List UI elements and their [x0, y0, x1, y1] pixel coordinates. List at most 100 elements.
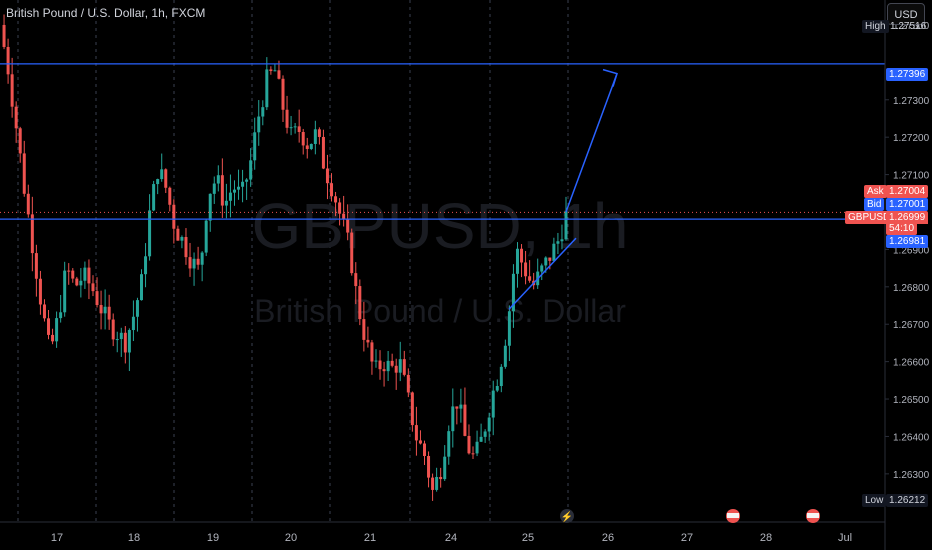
candle-body: [427, 455, 431, 478]
candle-body: [2, 24, 6, 47]
candle-body: [507, 311, 511, 346]
watermark-name: British Pound / U.S. Dollar: [254, 293, 626, 329]
candle-body: [51, 334, 55, 342]
candle-body: [184, 237, 188, 258]
candle-body: [463, 404, 467, 436]
time-tick-label: 24: [445, 532, 457, 544]
candle-body: [544, 257, 548, 266]
candle-body: [83, 267, 87, 281]
candle-body: [192, 258, 196, 269]
price-axis: 1.27500 1.27300 1.27200 1.27100 1.26900 1.268…: [885, 21, 930, 481]
drawings: [0, 63, 885, 310]
candle-body: [398, 359, 402, 373]
price-tick-label: 1.26600: [893, 358, 930, 369]
candle-body: [342, 213, 346, 220]
currency-button[interactable]: USD: [887, 3, 925, 25]
candle-body: [99, 305, 103, 314]
candle-body: [257, 116, 261, 133]
candle-body: [123, 332, 127, 353]
trendline: [508, 237, 577, 310]
candle-body: [75, 278, 79, 286]
line2-value: 1.26981: [886, 235, 929, 248]
time-tick-label: 26: [602, 532, 614, 544]
candle-body: [370, 342, 374, 362]
time-tick-label: 27: [681, 532, 693, 544]
time-tick-label: 19: [207, 532, 219, 544]
candle-body: [293, 126, 297, 128]
candle-body: [289, 127, 293, 129]
candle-body: [548, 257, 552, 261]
lightning-icon[interactable]: [560, 509, 574, 523]
candle-body: [483, 431, 487, 437]
candle-body: [330, 183, 334, 197]
candle-body: [107, 306, 111, 320]
candle-body: [338, 202, 342, 214]
chart-grid: [17, 0, 569, 522]
candle-body: [140, 274, 143, 301]
candle-body: [382, 369, 386, 372]
candle-body: [47, 318, 51, 335]
price-tick-label: 1.26900: [893, 245, 930, 256]
symbol-label: GBPUSD: [845, 211, 894, 224]
candle-body: [160, 169, 164, 180]
candle-body: [265, 69, 269, 108]
time-tick-label: 20: [285, 532, 297, 544]
candle-body: [241, 181, 245, 187]
candle-body: [59, 312, 63, 319]
event-markers: ⚡: [560, 509, 820, 523]
candle-body: [406, 374, 410, 393]
candle-body: [91, 283, 95, 292]
projection-arrow-shaft: [565, 73, 618, 213]
symbol-title: British Pound / U.S. Dollar, 1h, FXCM: [6, 6, 206, 20]
candle-body: [14, 106, 18, 129]
candle-body: [358, 286, 362, 320]
candle-body: [115, 339, 119, 341]
ask-value: 1.27004: [886, 185, 929, 198]
candle-body: [216, 175, 220, 184]
candle-body: [459, 404, 463, 409]
candle-body: [471, 453, 475, 455]
watermark-ticker: GBPUSD, 1h: [251, 190, 628, 262]
candle-body: [362, 319, 366, 340]
candle-body: [378, 360, 382, 370]
candle-body: [552, 243, 556, 261]
candle-body: [495, 386, 499, 391]
candle-body: [42, 304, 46, 319]
candle-body: [180, 237, 184, 241]
candle-body: [297, 126, 301, 132]
candle-body: [79, 280, 83, 286]
candle-body: [447, 431, 451, 457]
candle-body: [487, 417, 491, 432]
price-tick-label: 1.26500: [893, 395, 930, 406]
candle-body: [144, 256, 148, 275]
candle-body: [67, 270, 71, 272]
candle-body: [253, 132, 257, 161]
candle-body: [443, 456, 447, 480]
time-tick-label: 25: [522, 532, 534, 544]
candle-body: [317, 129, 321, 137]
candle-body: [172, 204, 176, 229]
candle-body: [127, 330, 131, 353]
candle-body: [556, 241, 560, 244]
candle-body: [34, 253, 38, 279]
candle-body: [156, 179, 160, 185]
candle-body: [281, 78, 285, 110]
candle-body: [237, 186, 241, 190]
bid-value: 1.27001: [886, 198, 929, 211]
candle-body: [38, 278, 42, 305]
candle-body: [540, 265, 544, 272]
price-tick-label: 1.27300: [893, 96, 930, 107]
candle-body: [148, 210, 152, 257]
high-value: 1.27516: [890, 21, 927, 32]
candle-body: [524, 262, 528, 277]
candle-body: [491, 390, 495, 418]
candle-body: [423, 443, 426, 456]
candle-body: [71, 270, 75, 279]
candle-body: [224, 200, 228, 206]
candle-body: [30, 214, 34, 254]
bid-label: Bid: [864, 198, 885, 211]
time-tick-label: Jul: [838, 532, 852, 544]
candle-body: [277, 70, 281, 79]
candle-body: [168, 187, 172, 205]
